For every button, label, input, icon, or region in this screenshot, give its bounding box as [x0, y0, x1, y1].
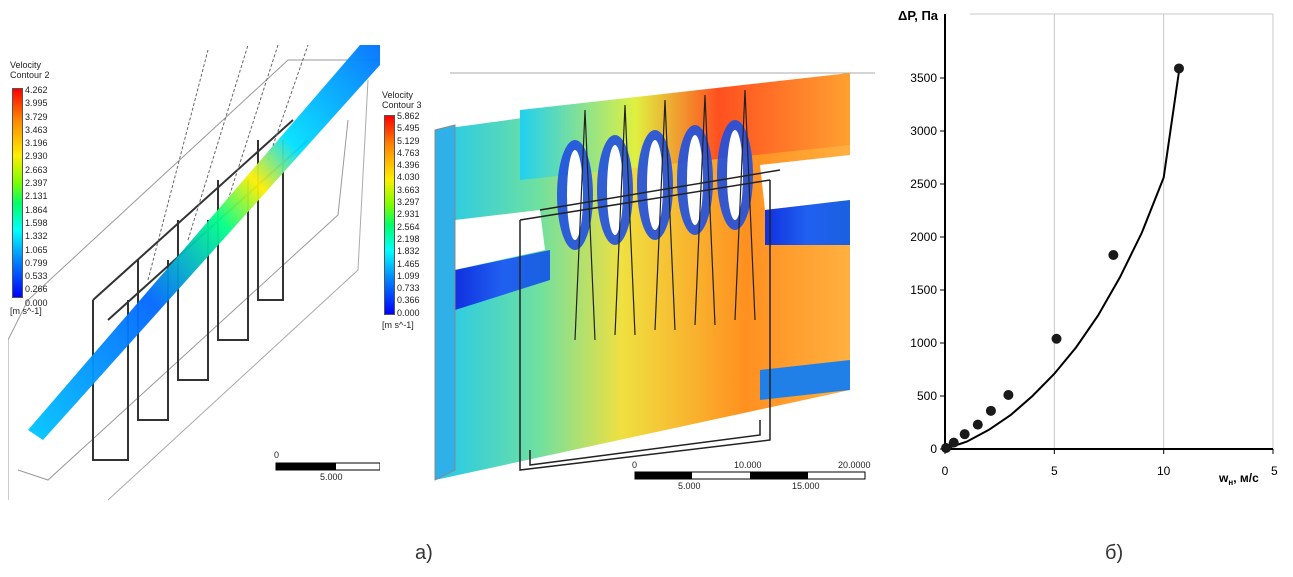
fit-curve [944, 71, 1180, 450]
y-tick-label: 3000 [910, 124, 937, 138]
data-point [972, 419, 983, 430]
legend-value: 4.030 [397, 172, 420, 183]
legend-value: 3.729 [25, 111, 48, 122]
data-point [1173, 63, 1184, 74]
legend-value: 1.864 [25, 204, 48, 215]
scale-bottom-first-middle: 5.000 [678, 481, 701, 490]
legend-value: 2.663 [25, 164, 48, 175]
x-axis-label-unit: , м/с [1233, 471, 1259, 485]
x-axis-ticks: 0 5 10 5 [942, 449, 1278, 478]
cfd-panel-left: Velocity Contour 2 4.262 3.995 3.729 3.4… [8, 40, 380, 505]
legend-subtitle-text: Contour 2 [10, 70, 50, 80]
y-tick-label: 2000 [910, 230, 937, 244]
legend-value: 2.930 [25, 151, 48, 162]
legend-value: 2.198 [397, 233, 420, 244]
data-point [941, 442, 952, 453]
legend-value: 1.832 [397, 246, 420, 257]
legend-value: 3.995 [25, 98, 48, 109]
legend-subtitle-text: Contour 3 [382, 100, 422, 110]
legend-value: 5.129 [397, 135, 420, 146]
y-tick-label: 3500 [910, 71, 937, 85]
caption-b: б) [1105, 542, 1124, 564]
legend-value: 3.196 [25, 138, 48, 149]
x-axis-label-main: w [1218, 471, 1229, 485]
data-point [1003, 389, 1014, 400]
legend-value: 0.000 [397, 307, 420, 318]
legend-values-left: 4.262 3.995 3.729 3.463 3.196 2.930 2.66… [25, 84, 48, 310]
legend-value: 2.131 [25, 191, 48, 202]
y-axis-ticks: 0 500 1000 1500 2000 2500 3000 3500 [910, 71, 945, 456]
y-axis-label: ΔР, Па [898, 8, 939, 23]
legend-title-middle: Velocity Contour 3 [382, 90, 422, 110]
legend-value: 1.332 [25, 231, 48, 242]
cfd-panel-middle: Velocity Contour 3 5.862 5.495 5.129 4.7… [380, 70, 875, 490]
scale-start-left: 0 [274, 450, 280, 460]
legend-value: 2.397 [25, 178, 48, 189]
x-axis-label: wн, м/с [1218, 471, 1259, 487]
color-legend-bar-left [12, 88, 23, 298]
legend-value: 1.598 [25, 217, 48, 228]
legend-unit-middle: [m s^-1] [382, 320, 414, 330]
data-point [948, 437, 959, 448]
y-tick-label: 0 [930, 442, 937, 456]
x-tick-label: 5 [1271, 464, 1278, 478]
y-tick-label: 1000 [910, 336, 937, 350]
legend-value: 5.862 [397, 111, 420, 121]
chart-axes [944, 14, 1273, 450]
x-tick-label: 5 [1051, 464, 1058, 478]
y-tick-label: 1500 [910, 283, 937, 297]
scale-bottom-second-middle: 15.000 [792, 481, 820, 490]
scale-top-mid-middle: 10.000 [734, 460, 762, 470]
legend-value: 5.495 [397, 123, 420, 134]
legend-unit-left: [m s^-1] [10, 306, 42, 316]
legend-value: 4.763 [397, 147, 420, 158]
data-point [1051, 333, 1062, 344]
scale-top-end-middle: 20.0000 [838, 460, 871, 470]
legend-value: 1.465 [397, 258, 420, 269]
data-point [985, 405, 996, 416]
pressure-drop-chart: 0 500 1000 1500 2000 2500 3000 3500 0 5 10 5 ΔР, П… [898, 8, 1278, 487]
caption-a: а) [415, 542, 433, 564]
legend-title-left: Velocity Contour 2 [10, 60, 50, 80]
legend-value: 2.564 [397, 221, 420, 232]
legend-value: 0.366 [397, 295, 420, 306]
legend-value: 0.533 [25, 271, 48, 282]
scale-start-middle: 0 [632, 460, 638, 470]
scale-mid-left: 5.000 [320, 472, 343, 482]
legend-value: 4.396 [397, 160, 420, 171]
data-point [959, 429, 970, 440]
cfd-left-render [8, 44, 380, 501]
legend-value: 1.065 [25, 244, 48, 255]
y-tick-label: 2500 [910, 177, 937, 191]
x-tick-label: 10 [1157, 464, 1171, 478]
chart-grid [970, 13, 1274, 449]
legend-value: 1.099 [397, 270, 420, 281]
legend-value: 3.463 [25, 124, 48, 135]
legend-value: 3.663 [397, 184, 420, 195]
color-legend-bar-middle [384, 115, 395, 315]
legend-value: 3.297 [397, 197, 420, 208]
legend-title-text: Velocity [382, 90, 414, 100]
legend-value: 0.799 [25, 257, 48, 268]
y-tick-label: 500 [917, 389, 937, 403]
legend-title-text: Velocity [10, 60, 42, 70]
legend-values-middle: 5.862 5.495 5.129 4.763 4.396 4.030 3.66… [397, 110, 420, 319]
data-point [1108, 250, 1119, 261]
data-points [941, 63, 1184, 453]
legend-value: 0.266 [25, 284, 48, 295]
x-tick-label: 0 [942, 464, 949, 478]
legend-value: 2.931 [397, 209, 420, 220]
legend-value: 4.262 [25, 85, 48, 95]
x-axis-label-sub: н [1228, 478, 1233, 487]
legend-value: 0.000 [25, 297, 48, 308]
cfd-middle-render [434, 72, 875, 481]
legend-value: 0.733 [397, 283, 420, 294]
